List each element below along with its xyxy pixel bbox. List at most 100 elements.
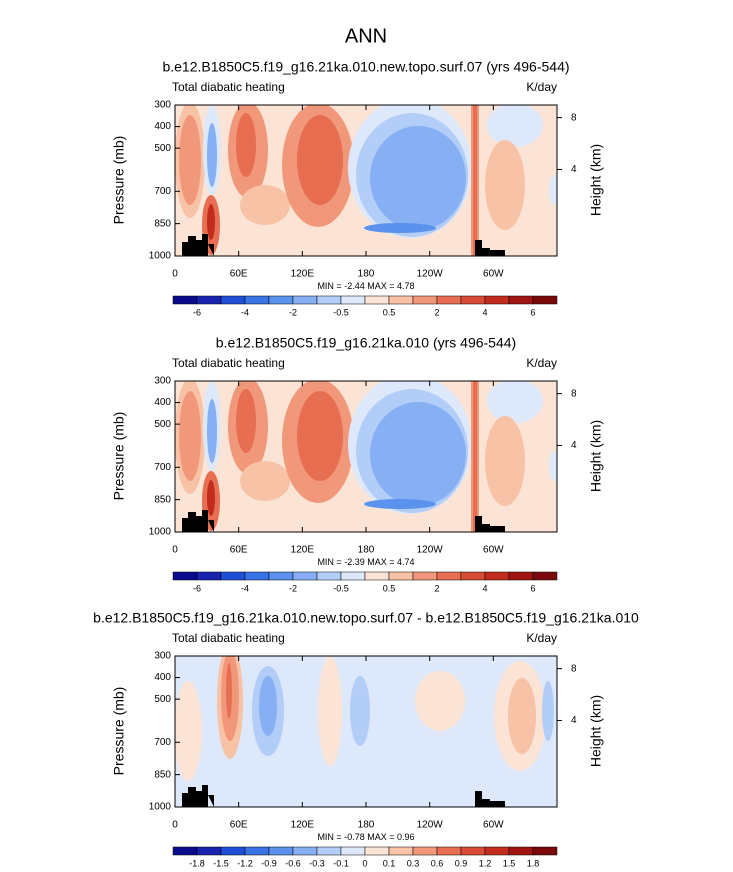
page-title: ANN: [345, 25, 387, 47]
y2-axis-title: Height (km): [588, 144, 604, 216]
colorbar-box: [196, 571, 222, 581]
y-tick-label: 1000: [149, 802, 172, 813]
colorbar-label: 6: [530, 307, 535, 317]
colorbar-box: [436, 295, 462, 305]
y-tick-label: 700: [154, 186, 171, 197]
colorbar-label: 1.5: [503, 858, 516, 868]
right-string: K/day: [526, 356, 557, 370]
colorbar-label: 0.3: [407, 858, 420, 868]
x-tick-label: 60W: [483, 820, 504, 831]
colorbar-box: [292, 846, 318, 856]
min-max-part: MAX =: [367, 557, 394, 567]
colorbar-label: -0.5: [333, 583, 349, 593]
colorbar-box: [436, 571, 462, 581]
min-max-part: 4.74: [397, 557, 415, 567]
y-tick-label: 1000: [149, 251, 172, 262]
y2-tick-label: 8: [571, 663, 577, 674]
colorbar-box: [412, 295, 438, 305]
colorbar-label: 2: [434, 307, 439, 317]
colorbar-box: [172, 571, 198, 581]
colorbar-box: [316, 295, 342, 305]
colorbar-box: [172, 295, 198, 305]
colorbar-box: [532, 571, 558, 581]
y-axis-title: Pressure (mb): [111, 136, 127, 225]
colorbar-box: [460, 571, 486, 581]
y-axis-title: Pressure (mb): [111, 687, 127, 776]
colorbar-label: -1.2: [237, 858, 253, 868]
colorbar-label: 0.6: [431, 858, 444, 868]
min-max: MIN = -2.39 MAX = 4.74: [317, 557, 414, 567]
colorbar-box: [340, 846, 366, 856]
colorbar-label: 0.5: [383, 583, 396, 593]
colorbar-box: [460, 295, 486, 305]
colorbar-box: [388, 571, 414, 581]
y2-axis-title: Height (km): [588, 695, 604, 767]
y-axis-title: Pressure (mb): [111, 412, 127, 501]
colorbar-label: 0.5: [383, 307, 396, 317]
min-max-part: -2.44: [344, 281, 365, 291]
x-tick-label: 120E: [291, 820, 315, 831]
x-tick-label: 120W: [417, 269, 444, 280]
min-max: MIN = -2.44 MAX = 4.78: [317, 281, 414, 291]
colorbar-label: -4: [241, 583, 249, 593]
panel-title: b.e12.B1850C5.f19_g16.21ka.010.new.topo.…: [162, 59, 569, 75]
colorbar-box: [484, 846, 510, 856]
y-tick-label: 300: [154, 376, 171, 387]
colorbar-label: -0.3: [309, 858, 325, 868]
colorbar-label: -2: [289, 307, 297, 317]
colorbar-label: -0.9: [261, 858, 277, 868]
colorbar-label: -1.5: [213, 858, 229, 868]
colorbar-box: [388, 295, 414, 305]
y-tick-label: 300: [154, 100, 171, 111]
min-max-part: MAX =: [367, 832, 394, 842]
colorbar-box: [388, 846, 414, 856]
y-tick-label: 700: [154, 737, 171, 748]
min-max-part: -2.39: [344, 557, 365, 567]
x-tick-label: 120W: [417, 545, 444, 556]
x-tick-label: 60E: [230, 820, 248, 831]
y2-tick-label: 8: [571, 112, 577, 123]
colorbar-box: [340, 571, 366, 581]
colorbar-box: [436, 846, 462, 856]
colorbar-box: [508, 846, 534, 856]
right-string: K/day: [526, 80, 557, 94]
x-tick-label: 60W: [483, 545, 504, 556]
colorbar-label: -6: [193, 583, 201, 593]
colorbar-label: 0.1: [383, 858, 396, 868]
colorbar-box: [316, 846, 342, 856]
y-tick-label: 850: [154, 218, 171, 229]
min-max-part: 4.78: [397, 281, 415, 291]
y-tick-label: 850: [154, 769, 171, 780]
colorbar-box: [244, 846, 270, 856]
y-tick-label: 500: [154, 143, 171, 154]
y-tick-label: 400: [154, 397, 171, 408]
min-max-part: MIN =: [317, 281, 341, 291]
colorbar-label: -4: [241, 307, 249, 317]
x-tick-label: 60E: [230, 269, 248, 280]
colorbar-box: [460, 846, 486, 856]
y2-tick-label: 4: [571, 164, 577, 175]
left-string: Total diabatic heating: [172, 80, 285, 94]
colorbar-box: [244, 571, 270, 581]
right-string: K/day: [526, 631, 557, 645]
colorbar-label: 0: [362, 858, 367, 868]
colorbar-box: [508, 295, 534, 305]
x-tick-label: 0: [172, 269, 178, 280]
colorbar-box: [196, 846, 222, 856]
colorbar-label: 4: [482, 583, 487, 593]
colorbar-box: [364, 571, 390, 581]
x-tick-label: 180: [358, 820, 375, 831]
colorbar-label: 6: [530, 583, 535, 593]
y-tick-label: 500: [154, 419, 171, 430]
colorbar-box: [364, 846, 390, 856]
panel: b.e12.B1850C5.f19_g16.21ka.010.new.topo.…: [93, 610, 639, 869]
colorbar-box: [532, 846, 558, 856]
colorbar-label: 0.9: [455, 858, 468, 868]
min-max-part: MIN =: [317, 832, 341, 842]
x-tick-label: 0: [172, 820, 178, 831]
colorbar-box: [508, 571, 534, 581]
min-max-part: MIN =: [317, 557, 341, 567]
colorbar-label: 2: [434, 583, 439, 593]
x-tick-label: 0: [172, 545, 178, 556]
panel: b.e12.B1850C5.f19_g16.21ka.010 (yrs 496-…: [111, 335, 604, 594]
